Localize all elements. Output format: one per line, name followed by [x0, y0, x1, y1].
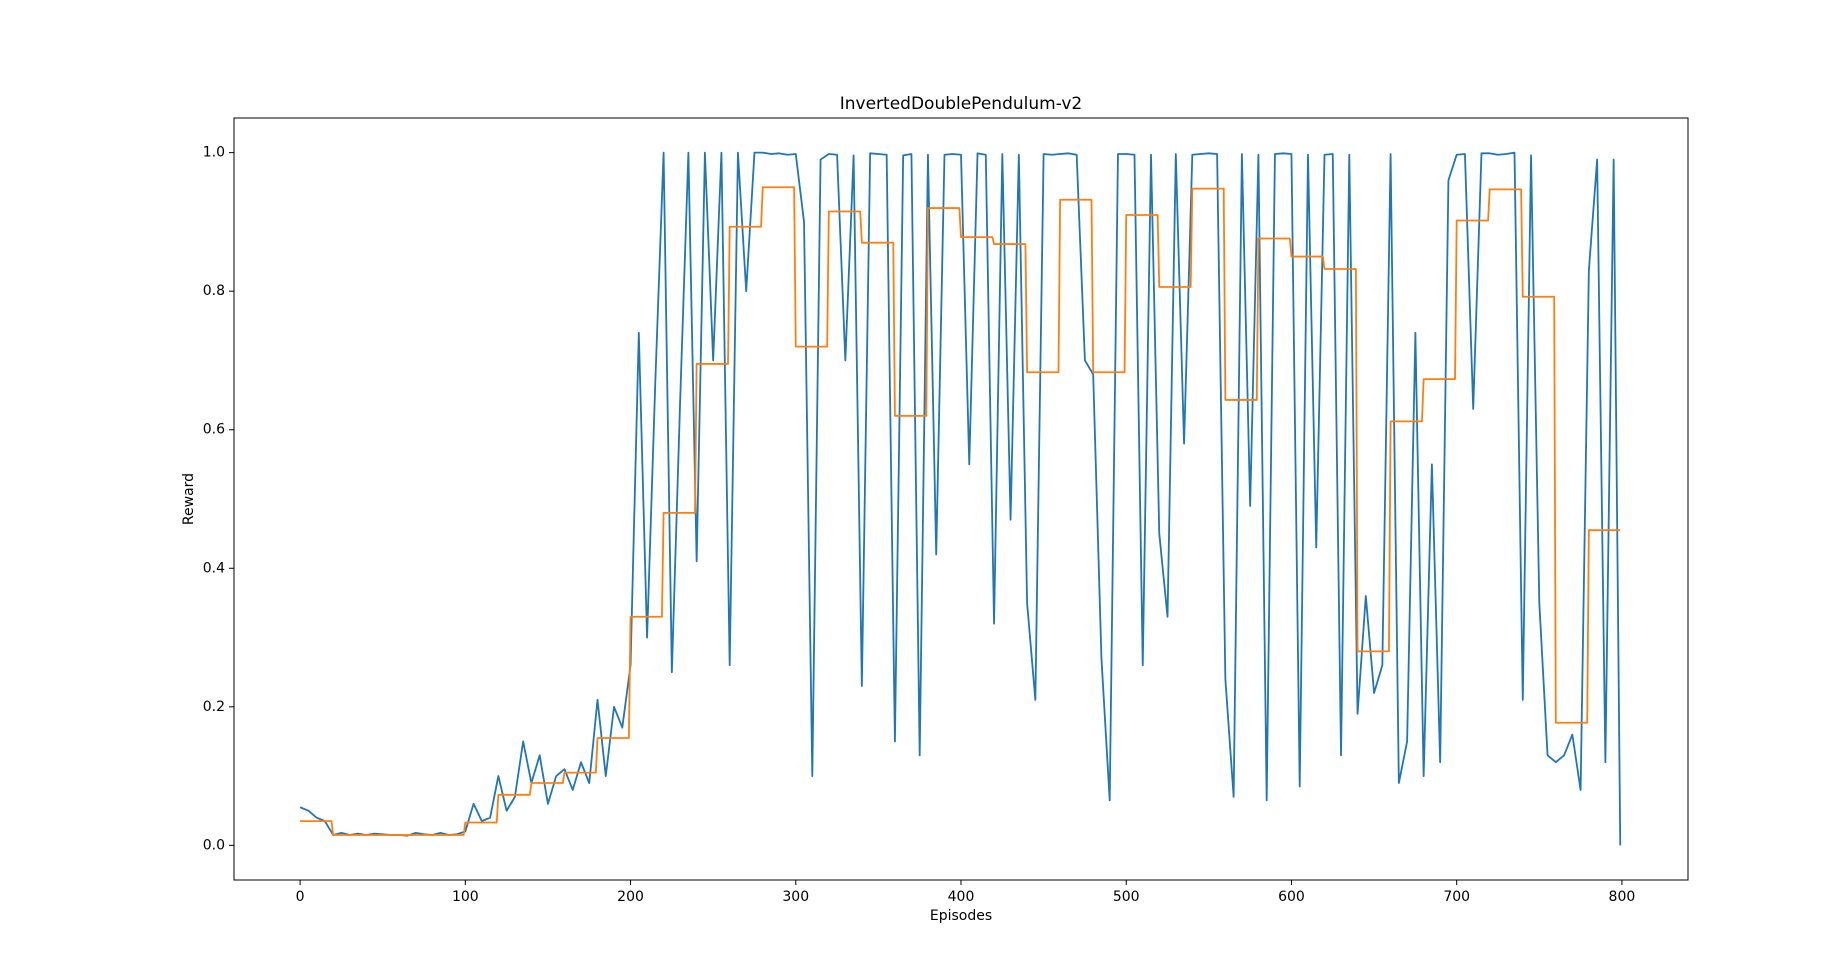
data-line — [299, 151, 1622, 846]
y-tick-label: 0.4 — [203, 560, 225, 576]
plot-frame — [233, 117, 1689, 881]
y-tick-label: 1.0 — [203, 145, 225, 161]
x-tick-label: 600 — [1278, 889, 1305, 905]
x-tick-label: 200 — [617, 889, 644, 905]
x-tick-label: 400 — [948, 889, 975, 905]
chart-title: InvertedDoublePendulum-v2 — [840, 94, 1083, 114]
x-tick-label: 100 — [452, 889, 479, 905]
y-tick-label: 0.6 — [203, 422, 225, 438]
y-tick-label: 0.0 — [203, 837, 225, 853]
x-tick-label: 300 — [782, 889, 809, 905]
x-tick-label: 500 — [1113, 889, 1140, 905]
data-line — [300, 186, 1621, 836]
x-tick-label: 700 — [1443, 889, 1470, 905]
x-axis-label: Episodes — [930, 908, 992, 924]
y-tick-label: 0.8 — [203, 283, 225, 299]
y-tick-label: 0.2 — [203, 699, 225, 715]
x-tick-label: 0 — [296, 889, 305, 905]
x-tick-label: 800 — [1609, 889, 1636, 905]
y-axis-label: Reward — [181, 473, 197, 525]
